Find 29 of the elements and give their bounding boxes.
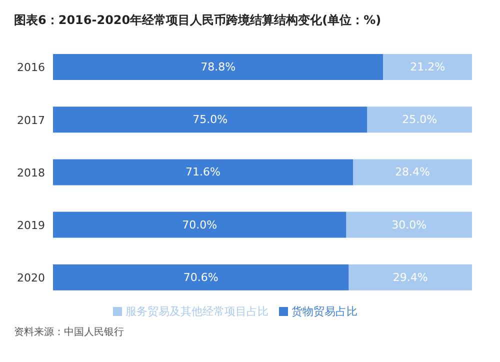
y-tick-label: 2019	[17, 219, 45, 232]
data-label: 75.0%	[192, 113, 228, 126]
y-tick-label: 2018	[17, 166, 45, 180]
legend-label: 货物贸易占比	[292, 305, 358, 318]
bar	[353, 159, 472, 186]
text: 资料来源：中国人民银行	[13, 326, 125, 340]
bar	[367, 106, 472, 133]
data-label: 70.0%	[182, 218, 218, 232]
data-label: 29.4%	[392, 270, 428, 284]
bar	[383, 54, 472, 80]
y-tick-label: 2016	[17, 61, 45, 74]
data-label: 71.6%	[186, 166, 220, 179]
data-label: 28.4%	[395, 166, 430, 179]
bar	[53, 212, 346, 238]
bar	[53, 264, 349, 290]
data-label: 21.2%	[410, 60, 446, 74]
bar	[346, 212, 472, 238]
data-label: 30.0%	[392, 218, 427, 232]
y-tick-label: 2020	[17, 272, 45, 285]
bar	[53, 106, 368, 133]
data-label: 25.0%	[402, 113, 438, 126]
data-label: 70.6%	[183, 270, 218, 284]
data-label: 78.8%	[200, 60, 236, 74]
legend-label: 服务贸易及其他经常项目占比	[126, 305, 268, 318]
y-tick-label: 2017	[17, 114, 45, 127]
bar	[348, 264, 472, 290]
bar	[53, 159, 354, 186]
bar	[53, 54, 384, 80]
chart-title: 图表6：2016-2020年经常项目人民币跨境结算结构变化(单位：%)	[13, 12, 382, 29]
